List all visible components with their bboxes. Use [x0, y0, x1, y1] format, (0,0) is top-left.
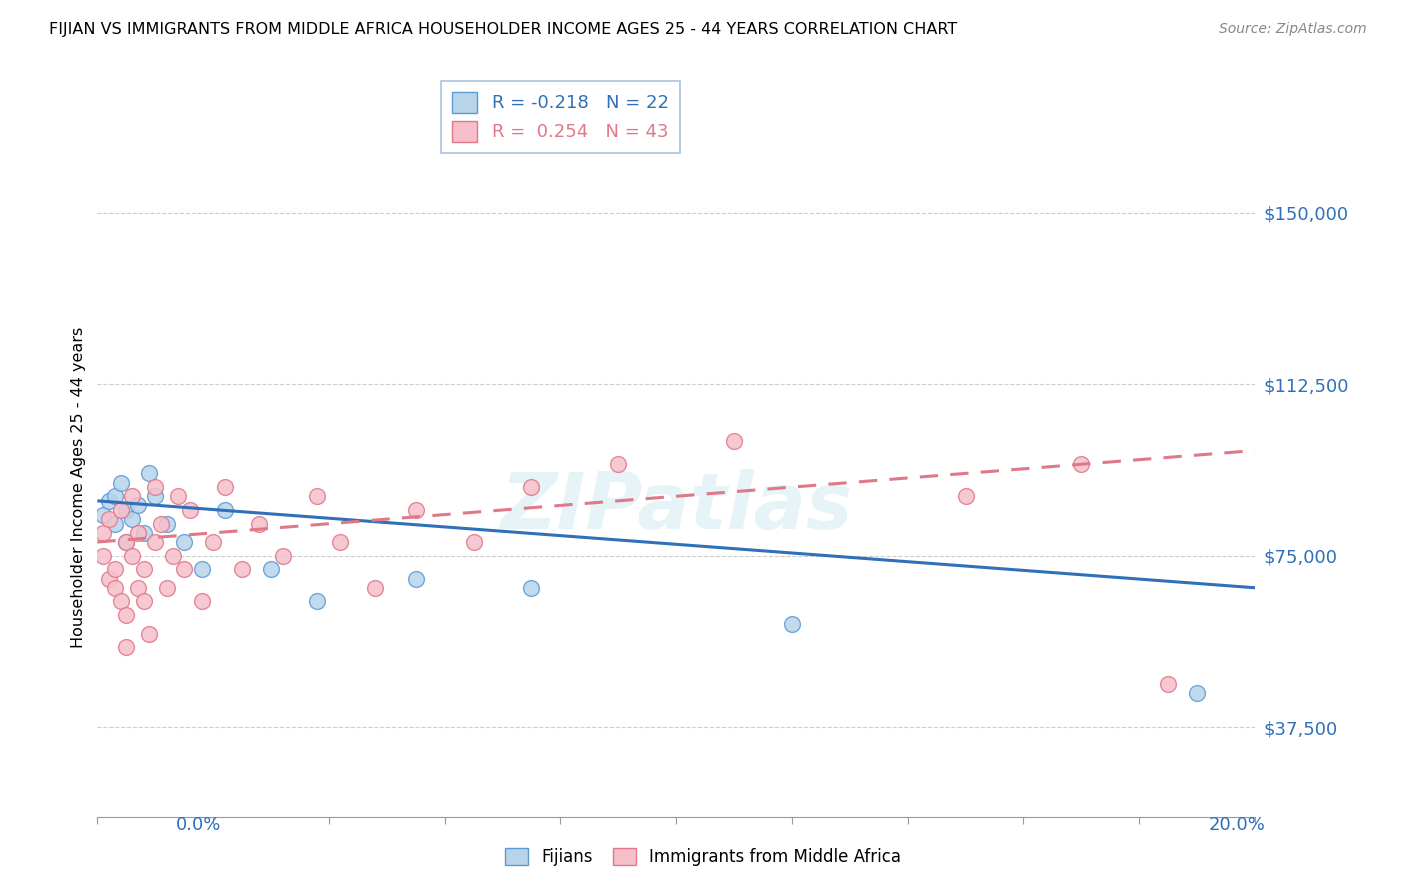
Point: [115, 640, 138, 655]
Point: [138, 626, 160, 640]
Point: [214, 503, 236, 517]
Point: [115, 503, 138, 517]
Point: [127, 525, 149, 540]
Point: [97, 512, 120, 526]
Point: [520, 581, 543, 595]
Legend: Fijians, Immigrants from Middle Africa: Fijians, Immigrants from Middle Africa: [496, 840, 910, 875]
Point: [607, 457, 630, 471]
Point: [143, 489, 166, 503]
Point: [1157, 677, 1180, 691]
Point: [132, 562, 155, 576]
Point: [364, 581, 387, 595]
Point: [150, 516, 173, 531]
Point: [780, 617, 803, 632]
Point: [132, 594, 155, 608]
Point: [260, 562, 283, 576]
Point: [214, 480, 236, 494]
Point: [190, 594, 212, 608]
Point: [167, 489, 190, 503]
Text: Source: ZipAtlas.com: Source: ZipAtlas.com: [1219, 22, 1367, 37]
Point: [91, 525, 114, 540]
Point: [173, 535, 195, 549]
Point: [190, 562, 212, 576]
Point: [104, 489, 127, 503]
Point: [104, 516, 127, 531]
Point: [179, 503, 201, 517]
Point: [104, 581, 127, 595]
Point: [723, 434, 745, 449]
Point: [231, 562, 253, 576]
Point: [307, 594, 329, 608]
Point: [121, 512, 143, 526]
Point: [329, 535, 352, 549]
Point: [249, 516, 271, 531]
Legend: R = -0.218   N = 22, R =  0.254   N = 43: R = -0.218 N = 22, R = 0.254 N = 43: [441, 81, 679, 153]
Point: [156, 516, 179, 531]
Text: FIJIAN VS IMMIGRANTS FROM MIDDLE AFRICA HOUSEHOLDER INCOME AGES 25 - 44 YEARS CO: FIJIAN VS IMMIGRANTS FROM MIDDLE AFRICA …: [49, 22, 957, 37]
Point: [91, 549, 114, 563]
Point: [115, 535, 138, 549]
Text: 20.0%: 20.0%: [1209, 816, 1265, 834]
Point: [173, 562, 195, 576]
Point: [110, 594, 132, 608]
Point: [110, 475, 132, 490]
Point: [405, 503, 427, 517]
Point: [115, 608, 138, 623]
Point: [143, 535, 166, 549]
Point: [138, 467, 160, 481]
Point: [127, 499, 149, 513]
Point: [91, 508, 114, 522]
Point: [97, 572, 120, 586]
Text: ZIPatlas: ZIPatlas: [501, 469, 852, 545]
Point: [97, 493, 120, 508]
Point: [1185, 686, 1208, 700]
Point: [156, 581, 179, 595]
Point: [520, 480, 543, 494]
Point: [955, 489, 977, 503]
Point: [127, 581, 149, 595]
Point: [110, 503, 132, 517]
Y-axis label: Householder Income Ages 25 - 44 years: Householder Income Ages 25 - 44 years: [72, 326, 86, 648]
Point: [104, 562, 127, 576]
Point: [307, 489, 329, 503]
Point: [121, 489, 143, 503]
Point: [271, 549, 294, 563]
Text: 0.0%: 0.0%: [176, 816, 221, 834]
Point: [162, 549, 184, 563]
Point: [405, 572, 427, 586]
Point: [121, 549, 143, 563]
Point: [143, 480, 166, 494]
Point: [202, 535, 225, 549]
Point: [132, 525, 155, 540]
Point: [115, 535, 138, 549]
Point: [463, 535, 485, 549]
Point: [1070, 457, 1092, 471]
